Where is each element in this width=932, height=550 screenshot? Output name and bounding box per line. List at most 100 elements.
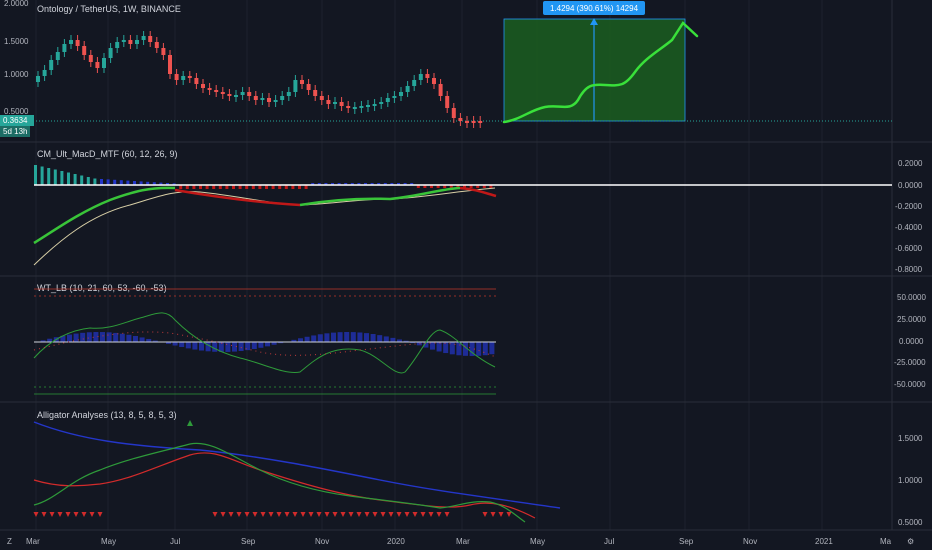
macd-histogram-bar: [331, 183, 334, 185]
candle-body: [399, 92, 403, 96]
candle-body: [161, 48, 166, 55]
candle-body: [465, 121, 469, 123]
symbol-title[interactable]: Ontology / TetherUS, 1W, BINANCE: [37, 4, 181, 14]
wt-area-bar: [139, 337, 145, 342]
macd-histogram-bar: [311, 183, 315, 185]
candle-body: [392, 96, 397, 98]
macd-histogram-bar: [73, 174, 77, 185]
countdown-badge: [0, 126, 30, 137]
candle-body: [174, 74, 179, 80]
sell-marker: [292, 512, 298, 517]
sell-marker: [490, 512, 496, 517]
macd-histogram-bar: [370, 183, 374, 185]
sell-marker: [388, 512, 394, 517]
candle-body: [75, 40, 80, 46]
projection-curve[interactable]: [502, 21, 699, 124]
sell-marker: [244, 512, 250, 517]
macd-histogram-bar: [232, 185, 235, 189]
time-label: Jul: [604, 537, 614, 546]
candle-body: [253, 96, 258, 100]
wt-area-bar: [80, 332, 86, 342]
sell-marker: [81, 512, 87, 517]
wt-area-bar: [370, 334, 376, 342]
sell-marker: [372, 512, 378, 517]
candle-body: [247, 92, 252, 96]
sell-marker: [89, 512, 95, 517]
candle-body: [95, 62, 100, 68]
wt-area-bar: [463, 342, 468, 356]
macd-histogram-bar: [100, 179, 103, 185]
macd-histogram-bar: [67, 172, 70, 185]
sell-marker: [364, 512, 370, 517]
sell-marker: [412, 512, 418, 517]
macd-histogram-bar: [304, 185, 308, 189]
macd-histogram-bar: [86, 177, 90, 185]
candle-body: [412, 80, 417, 86]
wt-tick: 50.0000: [897, 293, 926, 302]
time-label: Nov: [743, 537, 757, 546]
sell-marker: [268, 512, 274, 517]
wt-area-bar: [93, 332, 99, 342]
sell-marker: [276, 512, 282, 517]
macd-histogram-bar: [265, 185, 268, 189]
time-label: Sep: [241, 537, 256, 546]
candle-body: [405, 86, 410, 92]
macd-histogram-bar: [218, 185, 222, 189]
candle-body: [49, 60, 54, 70]
macd-histogram-bar: [126, 180, 130, 185]
macd-scale[interactable]: 0.2000 0.0000 -0.2000 -0.4000 -0.6000 -0…: [895, 159, 923, 274]
wt-area-bar: [317, 334, 323, 342]
macd-histogram-bar: [258, 185, 262, 189]
macd-histogram-bar: [423, 185, 427, 188]
alligator-scale[interactable]: 1.5000 1.0000 0.5000: [898, 434, 923, 527]
wt-area-bar: [225, 342, 231, 352]
candle-body: [227, 94, 232, 96]
price-tick: 2.0000: [4, 0, 29, 8]
macd-histogram-bar: [60, 171, 64, 185]
macd-histogram-bar: [152, 182, 156, 185]
macd-histogram-bar: [133, 181, 136, 185]
sell-marker: [332, 512, 338, 517]
candle-body: [154, 42, 159, 48]
candle-body: [187, 76, 192, 78]
candle-body: [438, 84, 443, 96]
candle-body: [181, 76, 186, 80]
time-label: May: [530, 537, 545, 546]
sell-marker: [97, 512, 103, 517]
sell-marker: [228, 512, 234, 517]
wt-area-bar: [344, 332, 350, 342]
alligator-title[interactable]: Alligator Analyses (13, 8, 5, 8, 5, 3): [37, 410, 177, 420]
macd-histogram-bar: [397, 183, 400, 185]
wt-scale[interactable]: 50.0000 25.0000 0.0000 -25.0000 -50.0000: [894, 293, 926, 389]
macd-histogram-bar: [238, 185, 242, 189]
macd-tick: -0.2000: [895, 202, 923, 211]
macd-histogram-bar: [179, 185, 183, 189]
wt-title[interactable]: WT_LB (10, 21, 60, 53, -60, -53): [37, 283, 167, 293]
wt-area-bar: [113, 332, 119, 342]
measure-label: 1.4294 (390.61%) 14294: [550, 4, 639, 13]
time-label: Mar: [456, 537, 470, 546]
macd-histogram-bar: [245, 185, 249, 189]
time-axis[interactable]: Mar May Jul Sep Nov 2020 Mar May Jul Sep…: [26, 537, 892, 546]
candle-body: [240, 92, 245, 95]
pane-separators: [0, 0, 932, 531]
z-button[interactable]: Z: [7, 537, 12, 546]
candle-body: [352, 107, 357, 109]
candle-body: [319, 96, 324, 100]
price-scale[interactable]: 2.0000 1.5000 1.0000 0.5000: [4, 0, 29, 116]
wt-histogram: [40, 332, 495, 356]
macd-histogram-bar: [357, 183, 361, 185]
macd-histogram-bar: [40, 166, 44, 185]
macd-line-down: [174, 188, 301, 207]
wt-area-bar: [476, 342, 482, 356]
gear-icon[interactable]: ⚙: [907, 537, 914, 546]
wt-area-bar: [258, 342, 264, 348]
sell-marker: [436, 512, 442, 517]
macd-title[interactable]: CM_Ult_MacD_MTF (60, 12, 26, 9): [37, 149, 178, 159]
macd-histogram-bar: [449, 185, 453, 188]
sell-marker: [252, 512, 258, 517]
wt-area-bar: [205, 342, 211, 352]
time-label: Jul: [170, 537, 180, 546]
macd-histogram-bar: [172, 183, 176, 185]
